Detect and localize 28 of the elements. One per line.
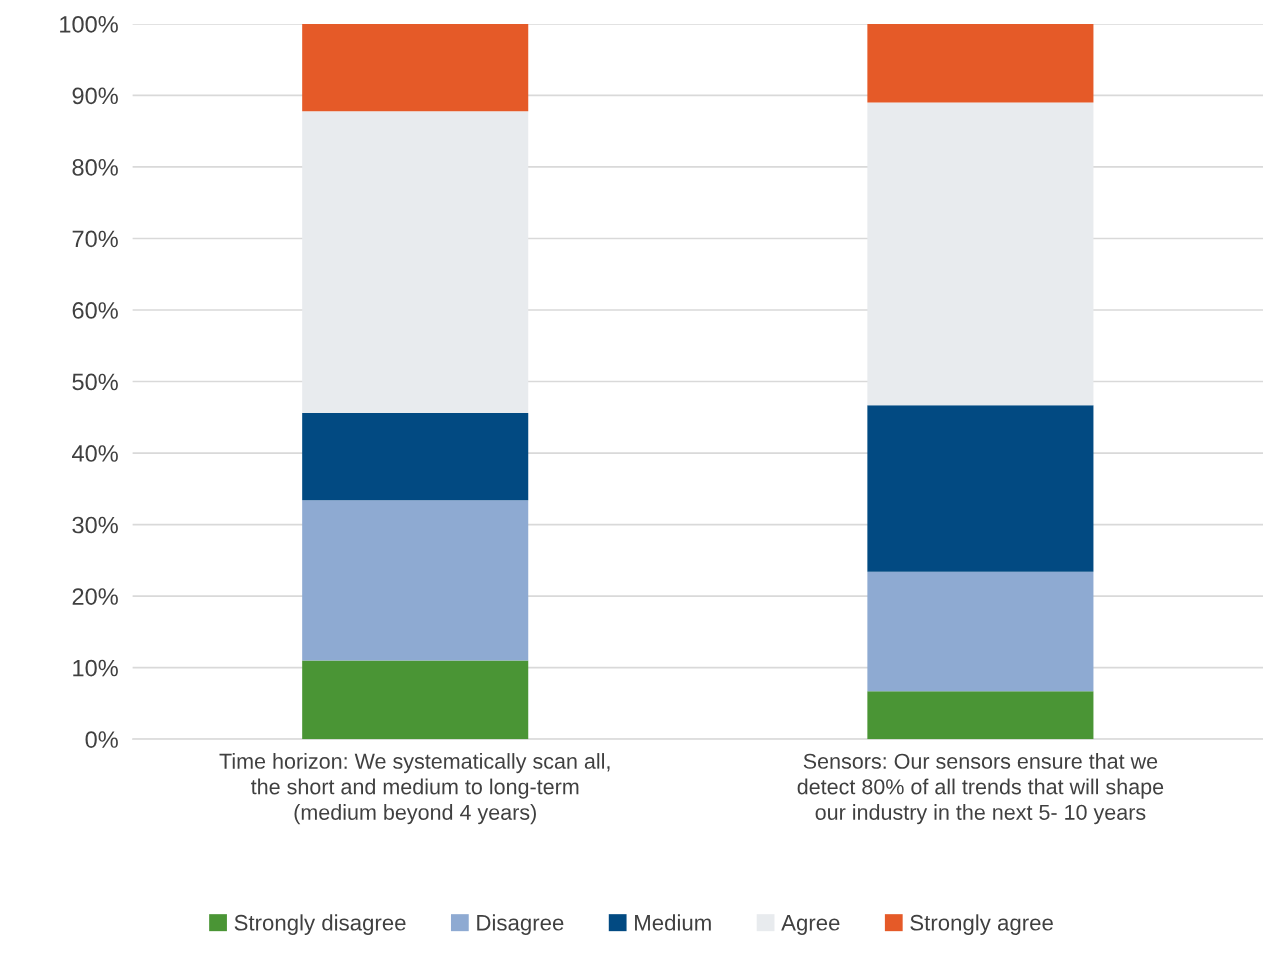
legend-label: Strongly disagree xyxy=(234,914,406,935)
bar xyxy=(867,23,1094,103)
legend-label: Agree xyxy=(781,915,840,935)
bar xyxy=(302,413,529,501)
legend-label: Disagree xyxy=(477,914,564,935)
y-tick-label: 50% xyxy=(72,373,118,391)
y-tick-label: 40% xyxy=(72,445,118,462)
y-tick-label: 20% xyxy=(72,588,118,605)
legend-label: Strongly agree xyxy=(910,914,1053,935)
x-tick-label: Time horizon: We systematically scan all, the short and medium to long-term (medium beyond 4 years) xyxy=(219,753,610,825)
y-tick-label: 80% xyxy=(72,159,118,176)
bar xyxy=(302,660,529,740)
bar xyxy=(867,405,1094,572)
y-tick-label: 100% xyxy=(60,15,118,33)
y-tick-label: 10% xyxy=(73,659,118,677)
y-tick-label: 60% xyxy=(72,302,118,319)
y-tick-label: 0% xyxy=(85,731,118,748)
bar xyxy=(867,571,1094,692)
y-tick-label: 90% xyxy=(72,87,118,105)
y-tick-label: 30% xyxy=(72,516,118,534)
legend-label: Medium xyxy=(635,914,711,931)
bar xyxy=(302,111,529,413)
bar xyxy=(302,500,529,661)
bar xyxy=(302,23,529,112)
bar xyxy=(867,102,1094,406)
bar xyxy=(867,691,1094,740)
y-tick-label: 70% xyxy=(72,230,118,248)
x-tick-label: Sensors: Our sensors ensure that we detect 80% of all trends that will shape our industry in the next 5- 10 years xyxy=(797,753,1164,825)
